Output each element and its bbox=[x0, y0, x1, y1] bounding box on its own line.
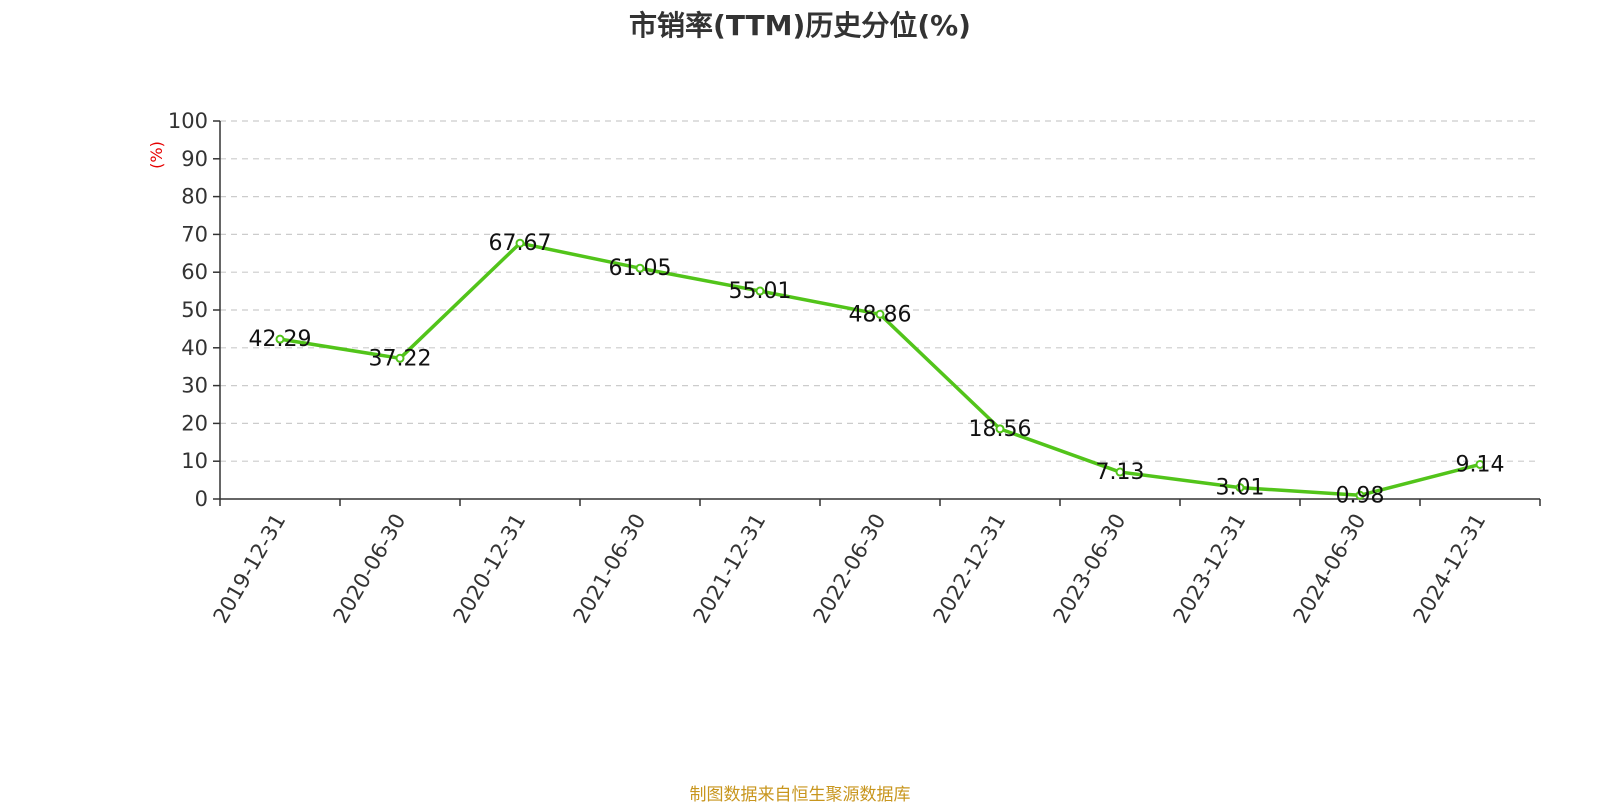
x-tick-label: 2023-12-31 bbox=[1169, 510, 1251, 628]
source-note: 制图数据来自恒生聚源数据库 bbox=[689, 785, 911, 805]
data-point bbox=[275, 334, 285, 344]
x-tick-label: 2021-12-31 bbox=[689, 510, 771, 628]
data-point bbox=[635, 263, 645, 273]
data-point bbox=[755, 286, 765, 296]
y-tick-label: 90 bbox=[181, 147, 208, 171]
y-tick-label: 50 bbox=[181, 298, 208, 322]
data-point bbox=[1475, 459, 1485, 469]
x-tick-label: 2020-06-30 bbox=[329, 510, 411, 628]
data-label: 67.67 bbox=[489, 231, 552, 256]
data-label: 61.05 bbox=[609, 256, 672, 281]
x-tick-label: 2022-12-31 bbox=[929, 510, 1011, 628]
series-layer bbox=[275, 238, 1485, 500]
x-tick-label: 2020-12-31 bbox=[449, 510, 531, 628]
data-point bbox=[515, 238, 525, 248]
data-point bbox=[995, 424, 1005, 434]
y-axis-unit-label: (%) bbox=[147, 141, 166, 169]
x-tick-label: 2019-12-31 bbox=[209, 510, 291, 628]
y-tick-label: 40 bbox=[181, 336, 208, 360]
data-label: 42.29 bbox=[249, 327, 312, 352]
y-tick-label: 80 bbox=[181, 185, 208, 209]
data-label: 3.01 bbox=[1216, 476, 1265, 501]
data-label: 48.86 bbox=[849, 302, 912, 327]
y-tick-label: 70 bbox=[181, 222, 208, 246]
data-point bbox=[875, 309, 885, 319]
x-tick-label: 2024-12-31 bbox=[1409, 510, 1491, 628]
x-tick-label: 2024-06-30 bbox=[1289, 510, 1371, 628]
y-tick-label: 20 bbox=[181, 411, 208, 435]
series-line bbox=[278, 241, 1482, 498]
data-label: 9.14 bbox=[1456, 452, 1505, 477]
x-tick-label: 2021-06-30 bbox=[569, 510, 651, 628]
data-label: 37.22 bbox=[369, 346, 432, 371]
data-label: 0.98 bbox=[1336, 483, 1385, 508]
data-labels: 42.29 37.22 67.67 61.05 55.01 48.86 18.56 7.13 3… bbox=[249, 231, 1505, 508]
y-tick-label: 0 bbox=[195, 487, 208, 511]
y-tick-label: 60 bbox=[181, 260, 208, 284]
x-tick-label: 2023-06-30 bbox=[1049, 510, 1131, 628]
x-tick-label: 2022-06-30 bbox=[809, 510, 891, 628]
data-label: 18.56 bbox=[969, 417, 1032, 442]
grid-lines bbox=[220, 120, 1540, 462]
y-tick-label: 10 bbox=[181, 449, 208, 473]
data-point bbox=[1355, 490, 1365, 500]
data-point bbox=[395, 353, 405, 363]
y-tick-label: 100 bbox=[168, 109, 208, 133]
data-point bbox=[1235, 483, 1245, 493]
data-label: 55.01 bbox=[729, 279, 792, 304]
chart-title: 市销率(TTM)历史分位(%) bbox=[629, 9, 971, 42]
data-point bbox=[1115, 467, 1125, 477]
data-label: 7.13 bbox=[1096, 460, 1145, 485]
y-tick-label: 30 bbox=[181, 374, 208, 398]
